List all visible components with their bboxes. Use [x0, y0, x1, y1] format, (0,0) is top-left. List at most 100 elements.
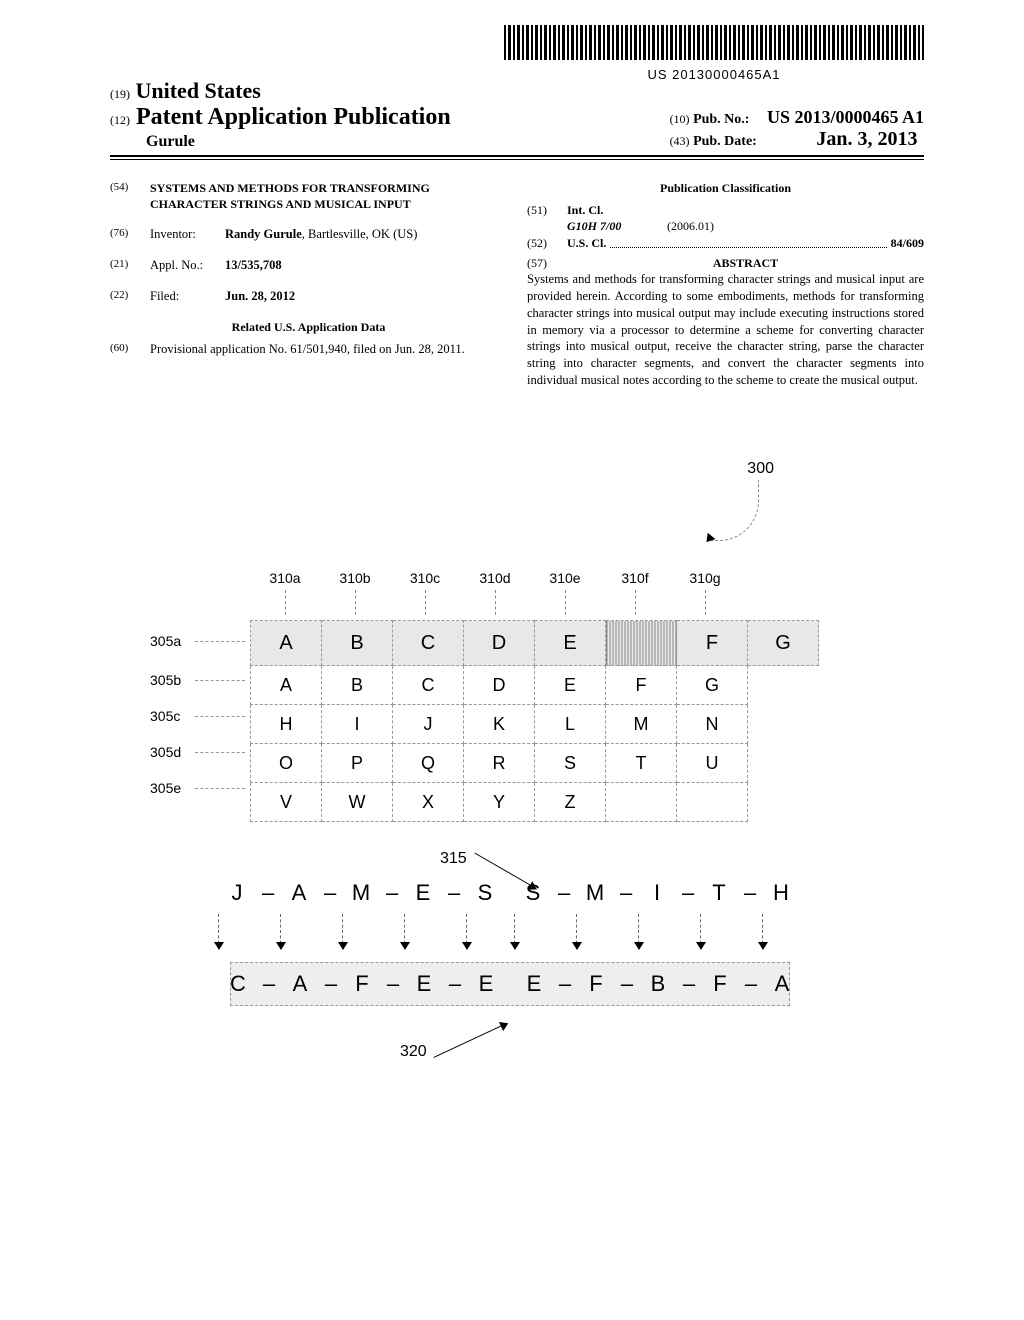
- header-cell: G: [748, 621, 819, 666]
- related-head: Related U.S. Application Data: [110, 319, 507, 335]
- invention-title: SYSTEMS AND METHODS FOR TRANSFORMING CHA…: [150, 180, 507, 212]
- down-arrow-icon: [514, 914, 555, 949]
- note: A: [280, 971, 320, 997]
- cell: E: [535, 666, 606, 705]
- note: F: [342, 971, 382, 997]
- row-labels: 305a 305b 305c 305d 305e: [150, 620, 181, 806]
- char: S: [466, 880, 506, 906]
- inventor-num: (76): [110, 226, 150, 243]
- cell: J: [393, 705, 464, 744]
- input-name-row: J– A– M– E– S S– M– I– T– H: [230, 880, 790, 906]
- appl-num-num: (21): [110, 257, 150, 274]
- col-label: 310g: [670, 570, 740, 586]
- cell: L: [535, 705, 606, 744]
- pub-date-num: (43): [670, 134, 690, 148]
- column-labels: 310a 310b 310c 310d 310e 310f 310g: [250, 570, 740, 586]
- cell: F: [606, 666, 677, 705]
- output-notes-box: C– A– F– E– E E– F– B– F– A: [230, 962, 790, 1006]
- row-label: 305a: [150, 620, 181, 662]
- down-arrow-icon: [576, 914, 617, 949]
- ref-320: 320: [400, 1043, 427, 1061]
- cell: O: [251, 744, 322, 783]
- cell: T: [606, 744, 677, 783]
- pub-type: Patent Application Publication: [136, 104, 451, 130]
- separator-cell: [606, 621, 677, 666]
- barcode-graphic: [504, 25, 924, 60]
- cell: Q: [393, 744, 464, 783]
- author: Gurule: [110, 133, 451, 151]
- col-label: 310a: [250, 570, 320, 586]
- char: I: [638, 880, 678, 906]
- prov-text: Provisional application No. 61/501,940, …: [150, 341, 507, 358]
- row-label: 305e: [150, 770, 181, 806]
- char: T: [700, 880, 740, 906]
- appl-num: 13/535,708: [225, 258, 282, 272]
- note: F: [576, 971, 616, 997]
- down-arrow-icon: [218, 914, 259, 949]
- header: (19) United States (12) Patent Applicati…: [110, 78, 924, 160]
- cell: [606, 783, 677, 822]
- biblio-columns: (54) SYSTEMS AND METHODS FOR TRANSFORMIN…: [110, 180, 924, 389]
- cell: M: [606, 705, 677, 744]
- cell: D: [464, 666, 535, 705]
- left-column: (54) SYSTEMS AND METHODS FOR TRANSFORMIN…: [110, 180, 507, 389]
- cell: U: [677, 744, 748, 783]
- table-row: V W X Y Z: [251, 783, 819, 822]
- note: E: [514, 971, 554, 997]
- down-arrow-icon: [404, 914, 445, 949]
- note: C: [218, 971, 258, 997]
- int-num: (51): [527, 202, 567, 218]
- cell: Z: [535, 783, 606, 822]
- char: J: [218, 880, 258, 906]
- down-arrow-icon: [700, 914, 741, 949]
- char: E: [404, 880, 444, 906]
- col-label: 310e: [530, 570, 600, 586]
- cell: K: [464, 705, 535, 744]
- int-label: Int. Cl.: [567, 203, 603, 217]
- country: United States: [136, 78, 261, 103]
- note: A: [762, 971, 802, 997]
- inventor-loc: , Bartlesville, OK (US): [302, 227, 418, 241]
- abstract-num: (57): [527, 255, 567, 271]
- cell: V: [251, 783, 322, 822]
- abstract-head: ABSTRACT: [567, 255, 924, 271]
- cell: [677, 783, 748, 822]
- right-column: Publication Classification (51) Int. Cl.…: [527, 180, 924, 389]
- pub-no: US 2013/0000465 A1: [767, 107, 924, 127]
- char: H: [762, 880, 802, 906]
- pub-date: Jan. 3, 2013: [816, 128, 917, 150]
- row-label: 305b: [150, 662, 181, 698]
- note: E: [404, 971, 444, 997]
- cell: G: [677, 666, 748, 705]
- pub-no-num: (10): [670, 112, 690, 126]
- down-arrow-icon: [342, 914, 383, 949]
- table-row: A B C D E F G: [251, 666, 819, 705]
- int-year: (2006.01): [667, 218, 714, 234]
- pub-type-num: (12): [110, 113, 130, 127]
- char: M: [576, 880, 616, 906]
- row-label: 305c: [150, 698, 181, 734]
- table-row: H I J K L M N: [251, 705, 819, 744]
- note: E: [466, 971, 506, 997]
- country-line: (19) United States: [110, 78, 924, 104]
- cell: B: [322, 666, 393, 705]
- inventor-name: Randy Gurule: [225, 227, 302, 241]
- cell: Y: [464, 783, 535, 822]
- us-label: U.S. Cl.: [567, 236, 606, 250]
- col-label: 310b: [320, 570, 390, 586]
- arrow-320: [434, 1023, 507, 1058]
- mapping-diagram: 315 J– A– M– E– S S– M– I– T– H: [230, 880, 790, 1006]
- arrow-300-head: [704, 535, 714, 543]
- cell: X: [393, 783, 464, 822]
- cell: C: [393, 666, 464, 705]
- title-num: (54): [110, 180, 150, 212]
- pub-date-label: Pub. Date:: [693, 134, 757, 149]
- down-arrow-icon: [466, 914, 507, 949]
- pub-row: (12) Patent Application Publication Guru…: [110, 104, 924, 157]
- table-row: O P Q R S T U: [251, 744, 819, 783]
- us-num: (52): [527, 235, 567, 251]
- prov-num: (60): [110, 341, 150, 358]
- abstract-text: Systems and methods for transforming cha…: [527, 271, 924, 389]
- country-num: (19): [110, 87, 130, 101]
- pub-left: (12) Patent Application Publication Guru…: [110, 104, 451, 151]
